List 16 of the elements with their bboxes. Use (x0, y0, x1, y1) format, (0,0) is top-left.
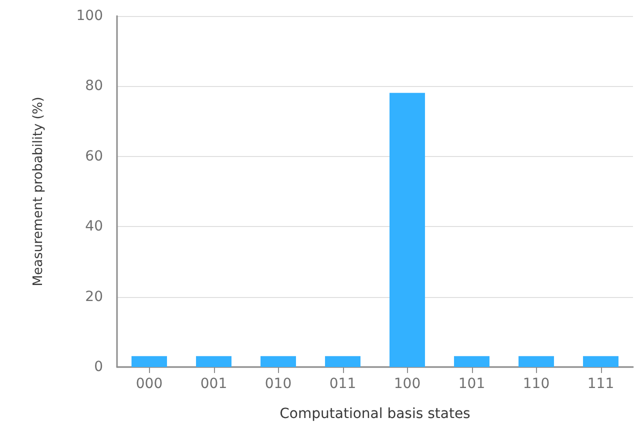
x-tick-label: 101 (458, 376, 486, 392)
y-tick-label: 80 (85, 78, 103, 94)
y-tick-label: 60 (85, 148, 103, 164)
x-tick-label: 110 (522, 376, 550, 392)
x-tick-label: 100 (394, 376, 421, 392)
y-tick-label: 20 (85, 288, 103, 305)
x-tick-label: 001 (200, 376, 228, 392)
x-tick-label: 011 (329, 376, 356, 392)
x-tick-label: 010 (264, 376, 292, 392)
y-tick-label: 100 (76, 8, 103, 24)
y-tick-label: 40 (85, 218, 103, 235)
x-tick-label: 111 (587, 376, 614, 392)
y-tick-label: 0 (94, 359, 103, 375)
x-axis-title: Computational basis states (280, 406, 470, 422)
y-axis-title: Measurement probability (%) (31, 96, 46, 286)
x-tick-label: 000 (136, 376, 163, 392)
